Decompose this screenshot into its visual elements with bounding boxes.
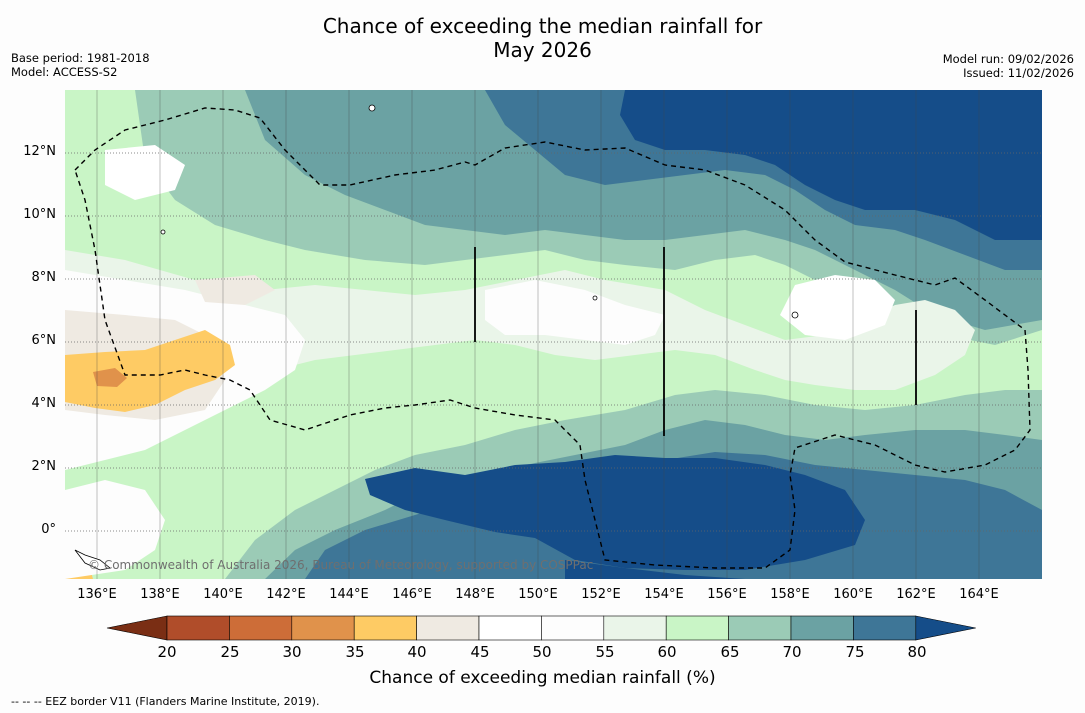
cbar-tick-35: 35 bbox=[345, 643, 365, 661]
cbar-tick-45: 45 bbox=[470, 643, 490, 661]
title-line-2: May 2026 bbox=[493, 38, 592, 62]
graticule-meridians bbox=[96, 90, 980, 579]
zone-80-north bbox=[620, 90, 1042, 240]
lon-label-152e: 152°E bbox=[581, 587, 621, 602]
graticule bbox=[65, 152, 1042, 532]
lat-label-0: 0° bbox=[41, 522, 56, 537]
cbar-tick-75: 75 bbox=[845, 643, 865, 661]
map-title: Chance of exceeding the median rainfall … bbox=[0, 14, 1085, 62]
cbar-cell-50-55 bbox=[541, 615, 605, 641]
colorbar bbox=[106, 615, 976, 641]
cbar-cell-40-45 bbox=[416, 615, 480, 641]
lat-label-12n: 12°N bbox=[23, 144, 56, 159]
cbar-tick-20: 20 bbox=[157, 643, 177, 661]
cbar-tick-70: 70 bbox=[782, 643, 802, 661]
lat-label-6n: 6°N bbox=[31, 333, 57, 348]
cbar-cell-55-60 bbox=[603, 615, 667, 641]
lon-label-156e: 156°E bbox=[707, 587, 747, 602]
lat-label-10n: 10°N bbox=[23, 207, 56, 222]
zone-50-55-east bbox=[780, 275, 895, 340]
zone-50-55-central bbox=[485, 280, 665, 345]
lon-label-154e: 154°E bbox=[644, 587, 684, 602]
cbar-cell-45-50 bbox=[478, 615, 542, 641]
zone-80-south bbox=[365, 455, 865, 570]
lon-label-160e: 160°E bbox=[833, 587, 873, 602]
zone-45-50-north bbox=[195, 275, 275, 305]
zone-35-40 bbox=[65, 330, 235, 412]
map-area bbox=[65, 90, 1042, 579]
lon-label-142e: 142°E bbox=[266, 587, 306, 602]
lat-label-4n: 4°N bbox=[31, 396, 57, 411]
lat-label-8n: 8°N bbox=[31, 270, 57, 285]
zone-30-35 bbox=[93, 368, 127, 387]
cbar-tick-50: 50 bbox=[532, 643, 552, 661]
cbar-tick-55: 55 bbox=[595, 643, 615, 661]
eez-footnote: -- -- -- EEZ border V11 (Flanders Marine… bbox=[11, 695, 320, 708]
lon-label-138e: 138°E bbox=[140, 587, 180, 602]
lon-label-150e: 150°E bbox=[518, 587, 558, 602]
cbar-extend-high bbox=[915, 615, 976, 641]
lon-label-162e: 162°E bbox=[896, 587, 936, 602]
cbar-cell-35-40 bbox=[353, 615, 417, 641]
lon-label-140e: 140°E bbox=[203, 587, 243, 602]
cbar-tick-30: 30 bbox=[282, 643, 302, 661]
cbar-tick-40: 40 bbox=[407, 643, 427, 661]
lon-label-164e: 164°E bbox=[959, 587, 999, 602]
cbar-cell-75-80 bbox=[853, 615, 917, 641]
lon-label-158e: 158°E bbox=[770, 587, 810, 602]
title-line-1: Chance of exceeding the median rainfall … bbox=[322, 14, 763, 38]
issued-date: Issued: 11/02/2026 bbox=[963, 66, 1074, 80]
cbar-tick-25: 25 bbox=[220, 643, 240, 661]
cbar-tick-60: 60 bbox=[657, 643, 677, 661]
cbar-tick-65: 65 bbox=[720, 643, 740, 661]
islands bbox=[74, 104, 799, 571]
cbar-cell-70-75 bbox=[790, 615, 854, 641]
cbar-cell-20-25 bbox=[166, 615, 230, 641]
lon-label-144e: 144°E bbox=[329, 587, 369, 602]
zone-80-south-2 bbox=[565, 560, 745, 579]
cbar-tick-80: 80 bbox=[907, 643, 927, 661]
lon-label-136e: 136°E bbox=[77, 587, 117, 602]
zone-50-55-east-2 bbox=[65, 480, 165, 579]
model-name: Model: ACCESS-S2 bbox=[11, 65, 118, 79]
base-period: Base period: 1981-2018 bbox=[11, 51, 150, 65]
lon-label-148e: 148°E bbox=[455, 587, 495, 602]
meta-right: Model run: 09/02/2026 Issued: 11/02/2026 bbox=[943, 52, 1074, 80]
rainfall-map bbox=[65, 90, 1042, 579]
cbar-cell-30-35 bbox=[291, 615, 355, 641]
model-run: Model run: 09/02/2026 bbox=[942, 52, 1074, 66]
cbar-cell-65-70 bbox=[728, 615, 792, 641]
lat-label-2n: 2°N bbox=[31, 459, 57, 474]
lon-label-146e: 146°E bbox=[392, 587, 432, 602]
zone-50-55-northwest bbox=[105, 145, 185, 200]
cbar-extend-low bbox=[106, 615, 168, 641]
colorbar-title: Chance of exceeding median rainfall (%) bbox=[369, 668, 716, 688]
copyright-notice: © Commonwealth of Australia 2026, Bureau… bbox=[88, 558, 594, 572]
cbar-cell-60-65 bbox=[665, 615, 729, 641]
meta-left: Base period: 1981-2018 Model: ACCESS-S2 bbox=[11, 51, 150, 79]
cbar-cell-25-30 bbox=[229, 615, 293, 641]
